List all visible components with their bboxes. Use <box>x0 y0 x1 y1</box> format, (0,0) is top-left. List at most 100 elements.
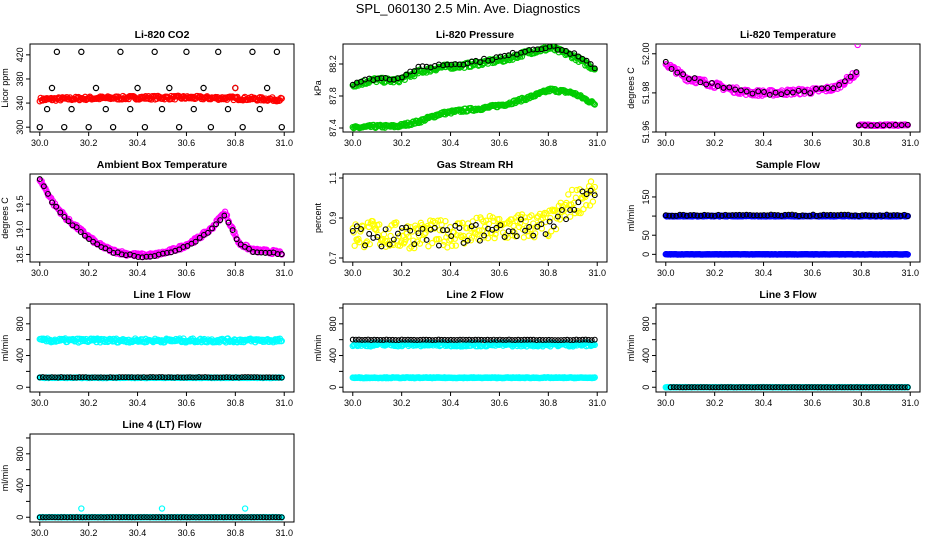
data-point <box>61 123 68 131</box>
data-point <box>141 123 149 131</box>
data-point <box>563 48 570 54</box>
data-point <box>42 374 49 381</box>
data-point <box>239 123 246 131</box>
data-point <box>778 91 785 98</box>
data-point <box>754 212 760 219</box>
data-point <box>667 384 674 391</box>
data-point <box>134 374 141 381</box>
plot-area <box>662 44 911 129</box>
data-point <box>425 243 432 250</box>
data-point <box>88 374 95 381</box>
data-point <box>82 514 89 521</box>
data-point <box>589 99 597 106</box>
data-point <box>682 384 689 391</box>
data-point <box>736 384 743 391</box>
data-point <box>901 211 908 218</box>
data-point <box>554 46 561 53</box>
x-tick-label: 30.0 <box>657 268 675 278</box>
data-point <box>78 48 85 56</box>
data-point <box>501 52 508 59</box>
data-point <box>743 88 750 95</box>
data-point <box>369 217 376 225</box>
data-point <box>150 514 157 521</box>
data-point <box>257 514 264 521</box>
data-point <box>742 384 749 391</box>
data-point <box>394 230 401 237</box>
data-point <box>679 384 686 391</box>
x-tick-label: 30.2 <box>393 398 411 408</box>
panel-title: Li-820 Temperature <box>740 29 836 41</box>
series-line4-2-5-min-ave <box>36 514 285 521</box>
x-tick-label: 30.6 <box>178 528 196 538</box>
data-point <box>180 514 187 521</box>
x-tick-label: 30.6 <box>491 268 509 278</box>
x-tick-label: 30.8 <box>227 268 245 278</box>
data-point <box>493 337 500 343</box>
y-tick-label: 340 <box>15 96 25 111</box>
data-point <box>848 212 855 219</box>
series-rh-2-5-min-ave <box>349 187 598 250</box>
data-point <box>835 384 842 391</box>
data-point <box>67 514 74 521</box>
data-point <box>177 514 184 521</box>
data-point <box>669 212 676 219</box>
x-tick-label: 31.0 <box>901 138 919 148</box>
data-point <box>685 384 692 391</box>
data-point <box>722 211 729 218</box>
data-point <box>256 105 263 113</box>
data-point <box>874 122 881 129</box>
data-point <box>859 212 866 219</box>
series-temp-after-ave <box>855 121 911 129</box>
data-point <box>65 218 72 225</box>
data-point <box>841 211 848 218</box>
data-point <box>232 84 239 92</box>
data-point <box>480 218 487 225</box>
data-point <box>73 224 80 231</box>
x-tick-label: 30.0 <box>31 398 49 408</box>
data-point <box>95 374 101 381</box>
data-point <box>841 384 848 391</box>
data-point <box>472 221 479 228</box>
data-point <box>513 233 520 240</box>
data-point <box>48 84 56 92</box>
data-point <box>436 226 443 234</box>
data-point <box>730 384 737 391</box>
data-point <box>233 236 240 243</box>
x-tick-label: 30.4 <box>755 398 773 408</box>
data-point <box>67 374 74 381</box>
data-point <box>810 211 817 218</box>
data-point <box>694 212 701 219</box>
data-point <box>223 374 230 381</box>
data-point <box>349 336 356 343</box>
data-point <box>174 374 181 381</box>
data-point <box>533 337 540 344</box>
data-point <box>414 337 421 343</box>
data-point <box>880 212 887 219</box>
panel-title: Ambient Box Temperature <box>97 159 228 171</box>
data-point <box>859 384 866 391</box>
data-point <box>880 122 887 129</box>
data-point <box>186 374 193 381</box>
data-point <box>817 212 824 219</box>
data-point <box>768 211 774 218</box>
data-point <box>248 374 255 381</box>
plot-frame <box>655 173 921 263</box>
data-point <box>489 56 496 63</box>
y-tick-label: 19.5 <box>15 195 25 213</box>
x-tick-label: 31.0 <box>901 398 919 408</box>
data-point <box>697 212 704 219</box>
data-point <box>518 337 525 343</box>
data-point <box>371 336 378 343</box>
data-point <box>452 61 459 68</box>
data-point <box>561 336 568 343</box>
data-point <box>435 336 442 343</box>
data-point <box>220 374 227 381</box>
data-point <box>830 85 837 92</box>
data-point <box>542 231 549 238</box>
data-point <box>79 514 86 521</box>
data-point <box>447 236 455 243</box>
data-point <box>208 374 215 381</box>
data-point <box>168 514 175 521</box>
data-point <box>457 336 463 343</box>
data-point <box>248 514 255 521</box>
